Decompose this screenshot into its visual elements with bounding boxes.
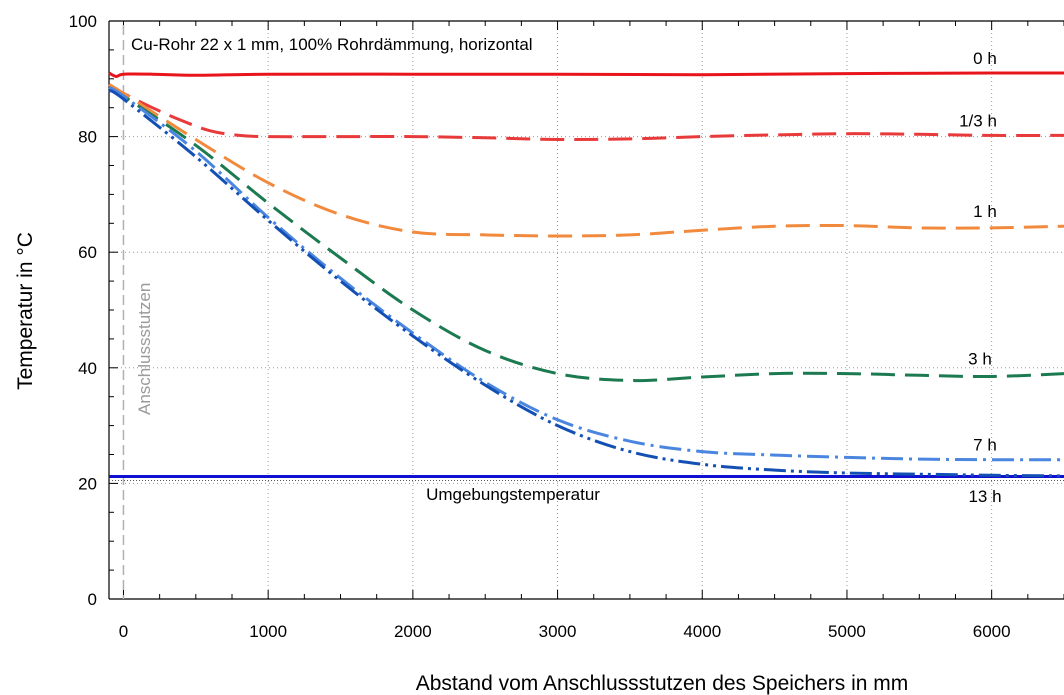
- series-label-3: 1 h: [973, 202, 997, 221]
- series-label-4: 3 h: [968, 350, 992, 369]
- x-tick-label: 0: [119, 622, 128, 641]
- x-tick-label: 2000: [394, 622, 432, 641]
- series-line-4: [108, 86, 1064, 383]
- x-tick-label: 5000: [828, 622, 866, 641]
- series-line-2: [108, 83, 1064, 142]
- series-line-3: [108, 83, 1064, 238]
- y-tick-label: 40: [78, 359, 97, 378]
- x-tick-label: 3000: [539, 622, 577, 641]
- y-tick-label: 60: [78, 243, 97, 262]
- y-tick-label: 100: [69, 12, 97, 31]
- reference-layer: [109, 25, 1064, 599]
- y-tick-label: 20: [78, 474, 97, 493]
- series-layer: [108, 71, 1064, 478]
- series-label-5: 7 h: [973, 436, 997, 455]
- x-tick-label: 6000: [973, 622, 1011, 641]
- series-label-6: 13 h: [968, 487, 1001, 506]
- series-line-1: [108, 71, 1064, 78]
- x-tick-label: 1000: [249, 622, 287, 641]
- y-axis-label: Temperatur in °C: [14, 232, 37, 390]
- chart-annotation: Cu-Rohr 22 x 1 mm, 100% Rohrdämmung, hor…: [131, 35, 533, 54]
- reference-line-label: Umgebungstemperatur: [426, 485, 600, 504]
- x-axis-label: Abstand vom Anschlussstutzen des Speiche…: [416, 672, 909, 695]
- vertical-marker-label: Anschlussstutzen: [135, 283, 154, 415]
- y-tick-label: 80: [78, 128, 97, 147]
- labels-layer: 0 h 1/3 h 1 h 3 h 7 h 13 h: [959, 49, 1001, 506]
- series-line-6: [108, 89, 1064, 478]
- series-label-1: 0 h: [973, 49, 997, 68]
- grid: [109, 21, 1064, 599]
- series-line-5: [108, 86, 1064, 462]
- y-tick-label: 0: [88, 590, 97, 609]
- x-tick-label: 4000: [683, 622, 721, 641]
- series-label-2: 1/3 h: [959, 111, 997, 130]
